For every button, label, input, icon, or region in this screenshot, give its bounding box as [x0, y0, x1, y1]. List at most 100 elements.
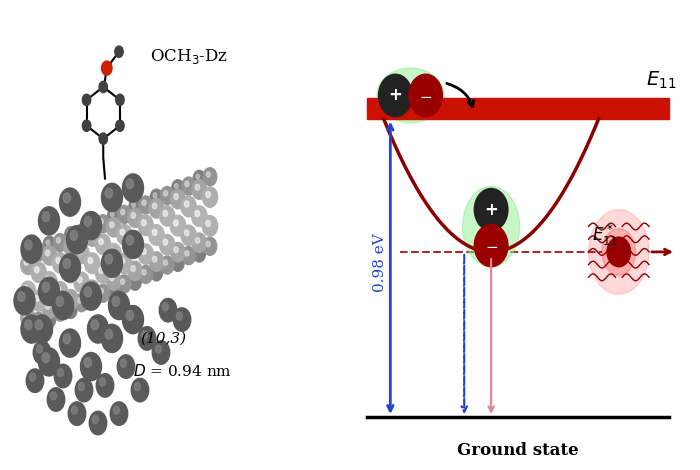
- Circle shape: [96, 284, 110, 302]
- Circle shape: [205, 191, 215, 204]
- Circle shape: [20, 281, 36, 302]
- Circle shape: [192, 180, 206, 199]
- Circle shape: [173, 245, 183, 259]
- Circle shape: [128, 261, 142, 281]
- Circle shape: [78, 228, 82, 234]
- Circle shape: [139, 266, 153, 283]
- Circle shape: [174, 194, 178, 199]
- Circle shape: [44, 302, 55, 315]
- Circle shape: [176, 312, 183, 320]
- Circle shape: [111, 402, 128, 425]
- Circle shape: [91, 320, 99, 330]
- Circle shape: [108, 283, 120, 300]
- Text: $E_{11}^*$: $E_{11}^*$: [592, 223, 618, 248]
- Circle shape: [88, 257, 97, 269]
- Circle shape: [162, 258, 173, 273]
- Circle shape: [183, 179, 194, 194]
- Circle shape: [97, 216, 108, 231]
- Circle shape: [96, 215, 110, 233]
- Circle shape: [181, 225, 196, 245]
- Circle shape: [67, 230, 71, 235]
- Circle shape: [69, 402, 85, 425]
- Circle shape: [64, 227, 77, 243]
- Circle shape: [153, 256, 157, 262]
- Circle shape: [48, 388, 64, 411]
- Text: 0.98 eV: 0.98 eV: [373, 233, 387, 292]
- Circle shape: [60, 329, 80, 357]
- Circle shape: [84, 287, 92, 297]
- Circle shape: [195, 184, 199, 190]
- Circle shape: [195, 183, 204, 196]
- Circle shape: [60, 254, 80, 282]
- Circle shape: [52, 291, 74, 320]
- Circle shape: [66, 292, 76, 306]
- Circle shape: [120, 229, 125, 235]
- Circle shape: [98, 266, 108, 279]
- Circle shape: [25, 249, 28, 254]
- Circle shape: [130, 211, 140, 225]
- Circle shape: [99, 378, 106, 386]
- Circle shape: [80, 352, 101, 381]
- Circle shape: [116, 94, 124, 105]
- Circle shape: [184, 229, 193, 242]
- Circle shape: [34, 341, 50, 364]
- Circle shape: [78, 298, 82, 303]
- Circle shape: [129, 274, 141, 290]
- Circle shape: [185, 251, 189, 256]
- Circle shape: [162, 238, 172, 251]
- Circle shape: [38, 348, 60, 376]
- Circle shape: [122, 306, 144, 334]
- Text: $D$ = 0.94 nm: $D$ = 0.94 nm: [133, 363, 232, 379]
- Circle shape: [33, 314, 44, 329]
- Text: +: +: [389, 86, 402, 104]
- Circle shape: [203, 237, 217, 255]
- Circle shape: [97, 374, 113, 397]
- Circle shape: [141, 219, 150, 232]
- Circle shape: [203, 168, 217, 186]
- Circle shape: [42, 272, 57, 292]
- Circle shape: [38, 277, 60, 306]
- Circle shape: [120, 257, 129, 270]
- Circle shape: [106, 243, 121, 264]
- Circle shape: [88, 315, 108, 343]
- Circle shape: [126, 179, 134, 188]
- Circle shape: [77, 247, 86, 260]
- Circle shape: [57, 368, 64, 376]
- Circle shape: [160, 187, 174, 204]
- Circle shape: [119, 276, 130, 291]
- Circle shape: [183, 248, 194, 263]
- Circle shape: [120, 279, 125, 284]
- Circle shape: [18, 291, 25, 302]
- Circle shape: [607, 237, 631, 266]
- Circle shape: [132, 202, 135, 207]
- Ellipse shape: [377, 68, 444, 123]
- Circle shape: [475, 224, 508, 266]
- Circle shape: [181, 196, 196, 217]
- Circle shape: [195, 236, 204, 250]
- Circle shape: [132, 378, 148, 402]
- Text: +: +: [484, 201, 498, 219]
- Circle shape: [409, 74, 442, 117]
- Circle shape: [193, 245, 205, 262]
- Circle shape: [21, 235, 42, 263]
- Circle shape: [131, 266, 135, 272]
- Circle shape: [126, 310, 134, 321]
- Circle shape: [42, 212, 50, 221]
- Circle shape: [99, 267, 104, 274]
- Circle shape: [108, 291, 130, 320]
- Circle shape: [170, 215, 186, 236]
- Circle shape: [162, 210, 172, 222]
- Circle shape: [142, 200, 146, 205]
- Circle shape: [35, 316, 39, 322]
- Circle shape: [24, 259, 29, 265]
- Circle shape: [99, 219, 104, 224]
- Circle shape: [46, 303, 50, 309]
- Circle shape: [53, 234, 66, 251]
- Circle shape: [129, 198, 141, 215]
- Circle shape: [153, 193, 157, 198]
- Ellipse shape: [463, 186, 519, 266]
- Circle shape: [196, 174, 200, 179]
- Circle shape: [88, 258, 92, 264]
- Circle shape: [173, 192, 183, 206]
- Circle shape: [127, 234, 143, 255]
